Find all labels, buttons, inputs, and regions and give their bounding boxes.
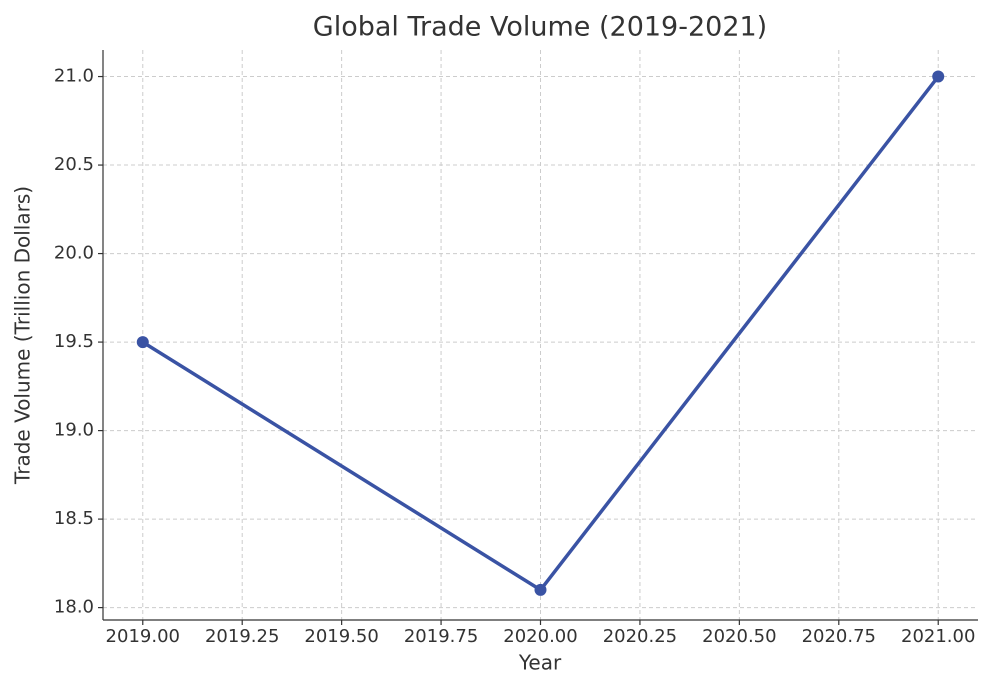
x-tick-label: 2019.50	[304, 626, 378, 647]
x-tick-label: 2020.25	[603, 626, 677, 647]
x-tick-label: 2019.00	[106, 626, 180, 647]
y-tick-label: 19.0	[54, 420, 94, 441]
x-tick-label: 2020.00	[503, 626, 577, 647]
data-point	[932, 70, 945, 83]
x-tick-label: 2020.50	[702, 626, 776, 647]
data-point	[136, 336, 149, 349]
y-tick-label: 18.5	[54, 508, 94, 529]
y-tick-label: 18.0	[54, 597, 94, 618]
x-tick-label: 2021.00	[901, 626, 975, 647]
x-tick-label: 2019.25	[205, 626, 279, 647]
y-tick-label: 19.5	[54, 331, 94, 352]
chart-title: Global Trade Volume (2019-2021)	[313, 12, 767, 43]
y-axis-label: Trade Volume (Trillion Dollars)	[11, 186, 35, 485]
x-tick-label: 2019.75	[404, 626, 478, 647]
data-point	[534, 583, 547, 596]
y-tick-label: 20.5	[54, 154, 94, 175]
x-tick-label: 2020.75	[802, 626, 876, 647]
y-tick-label: 21.0	[54, 66, 94, 87]
y-tick-label: 20.0	[54, 243, 94, 264]
x-axis-label: Year	[518, 651, 562, 675]
